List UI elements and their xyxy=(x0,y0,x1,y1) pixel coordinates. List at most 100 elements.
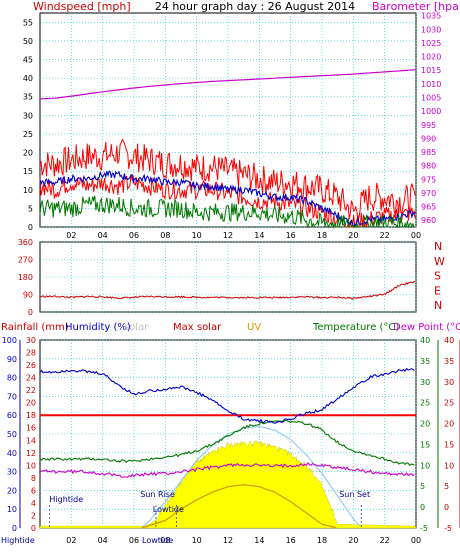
rain-tick: 24 xyxy=(26,374,36,383)
annotation-label: Sun Rise xyxy=(140,490,175,499)
humidity-tick: 30 xyxy=(7,468,17,477)
dewpoint-tick: 20 xyxy=(444,420,454,429)
temperature-tick: 30 xyxy=(420,378,430,387)
dewpoint-tick: 25 xyxy=(444,399,454,408)
dewpoint-tick: 10 xyxy=(444,461,454,470)
rain-tick: 8 xyxy=(31,474,36,483)
compass-label: S xyxy=(434,270,441,283)
tick-label-right: 960 xyxy=(421,216,436,225)
tick-label-right: 1025 xyxy=(421,39,441,48)
annotation-label: Hightide xyxy=(49,495,83,504)
compass-label: N xyxy=(434,240,442,253)
header-windspeed: Windspeed [mph] xyxy=(33,0,131,13)
temperature-tick: 10 xyxy=(420,461,430,470)
tick-label-right: 1035 xyxy=(421,12,441,21)
dewpoint-tick: 5 xyxy=(444,482,449,491)
temperature-tick: 5 xyxy=(420,482,425,491)
annotation-label: Sun Set xyxy=(339,490,370,499)
barometer-line xyxy=(39,69,417,100)
max-solar-line xyxy=(141,425,361,529)
gust_low-line xyxy=(39,175,416,229)
tick-label-right: 1010 xyxy=(421,80,441,89)
temperature-tick: -5 xyxy=(420,524,428,533)
rain-tick: 0 xyxy=(31,524,36,533)
tick-label-right: 1000 xyxy=(421,107,441,116)
annotation-label: Lowtide xyxy=(153,505,184,514)
tick-label-left: 35 xyxy=(23,93,33,102)
tick-label-x: 10 xyxy=(192,231,202,240)
uv-line xyxy=(141,484,337,529)
tick-label-x: 00 xyxy=(411,231,421,240)
dewpoint-tick: 40 xyxy=(444,336,454,345)
humidity-tick: 50 xyxy=(7,430,17,439)
tick-label-x: 12 xyxy=(223,536,233,545)
tick-label-left: 40 xyxy=(23,74,33,83)
tick-label-x: 00 xyxy=(411,536,421,545)
tick-label-x: 14 xyxy=(254,536,264,545)
tick-label-x: 02 xyxy=(66,231,76,240)
tick-label-right: 965 xyxy=(421,203,436,212)
rain-tick: 22 xyxy=(26,386,36,395)
tick-label-left: 0 xyxy=(28,223,33,232)
rain-tick: 6 xyxy=(31,486,36,495)
tick-label-x: 08 xyxy=(160,231,170,240)
tick-label-right: 980 xyxy=(421,162,436,171)
tick-label-x: 18 xyxy=(317,231,327,240)
tick-label-x: 02 xyxy=(66,536,76,545)
tick-label-right: 985 xyxy=(421,148,436,157)
tick-label-x: 14 xyxy=(254,231,264,240)
rain-tick: 4 xyxy=(31,499,36,508)
header-humidity: Humidity (%) xyxy=(65,322,131,333)
humidity-tick: 70 xyxy=(7,392,17,401)
humidity-tick: 10 xyxy=(7,505,17,514)
compass-label: N xyxy=(434,299,442,312)
direction-tick-left: 180 xyxy=(18,273,33,282)
tick-label-left: 45 xyxy=(23,56,33,65)
gust-line xyxy=(39,138,416,222)
tick-label-right: 990 xyxy=(421,134,436,143)
humidity-tick: 0 xyxy=(12,524,17,533)
temperature-tick: 20 xyxy=(420,420,430,429)
header-solar: solar xyxy=(124,322,149,333)
rain-tick: 2 xyxy=(31,511,36,520)
tick-label-x: 18 xyxy=(317,536,327,545)
humidity-tick: 60 xyxy=(7,411,17,420)
tick-label-left: 30 xyxy=(23,111,33,120)
humidity-tick: 100 xyxy=(2,336,17,345)
humidity-line xyxy=(39,367,415,425)
direction-tick-left: 360 xyxy=(18,238,33,247)
tick-label-x: 10 xyxy=(192,536,202,545)
tick-label-x: 08 xyxy=(160,536,170,545)
tick-label-left: 10 xyxy=(23,186,33,195)
humidity-tick: 20 xyxy=(7,486,17,495)
tick-label-left: 15 xyxy=(23,167,33,176)
tick-label-x: 22 xyxy=(380,536,390,545)
tick-label-x: 06 xyxy=(129,231,139,240)
dewpoint-tick: 30 xyxy=(444,378,454,387)
tick-label-right: 1005 xyxy=(421,94,441,103)
dewpoint-line xyxy=(39,461,415,478)
rain-tick: 20 xyxy=(26,399,36,408)
wind-direction-line xyxy=(39,280,416,300)
tick-label-left: 50 xyxy=(23,37,33,46)
wind-line xyxy=(39,195,416,229)
tick-label-x: 04 xyxy=(98,231,108,240)
temperature-tick: 35 xyxy=(420,357,430,366)
tick-label-x: 20 xyxy=(348,231,358,240)
tick-label-right: 975 xyxy=(421,175,436,184)
temperature-tick: 15 xyxy=(420,440,430,449)
tick-label-x: 12 xyxy=(223,231,233,240)
wind-baro-plot xyxy=(39,12,417,228)
dewpoint-tick: 35 xyxy=(444,357,454,366)
tick-label-left: 25 xyxy=(23,130,33,139)
rain-tick: 16 xyxy=(26,424,36,433)
rain-tick: 30 xyxy=(26,336,36,345)
direction-tick-left: 0 xyxy=(28,308,33,317)
rain-tick: 28 xyxy=(26,349,36,358)
tick-label-right: 995 xyxy=(421,121,436,130)
tick-label-right: 1030 xyxy=(421,25,441,34)
tick-label-x: 16 xyxy=(286,231,296,240)
temperature-line xyxy=(39,419,415,467)
dewpoint-tick: 15 xyxy=(444,440,454,449)
